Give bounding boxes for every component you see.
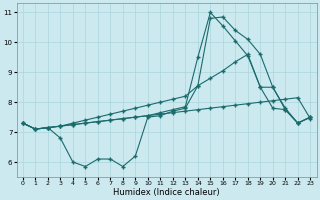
X-axis label: Humidex (Indice chaleur): Humidex (Indice chaleur) — [113, 188, 220, 197]
